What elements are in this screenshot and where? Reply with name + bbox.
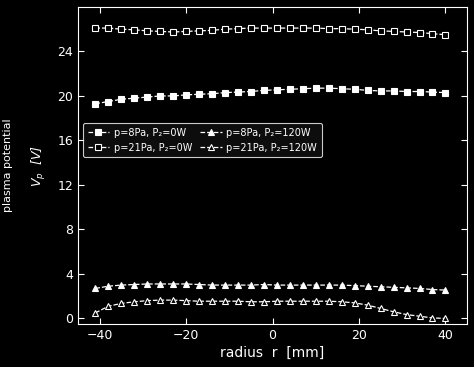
Text: plasma potential: plasma potential bbox=[3, 119, 13, 212]
Text: $V_p$  [V]: $V_p$ [V] bbox=[30, 145, 48, 186]
Legend: p=8Pa, P₂=0W, p=21Pa, P₂=0W, p=8Pa, P₂=120W, p=21Pa, P₂=120W: p=8Pa, P₂=0W, p=21Pa, P₂=0W, p=8Pa, P₂=1… bbox=[83, 123, 322, 157]
X-axis label: radius  r  [mm]: radius r [mm] bbox=[220, 346, 325, 360]
